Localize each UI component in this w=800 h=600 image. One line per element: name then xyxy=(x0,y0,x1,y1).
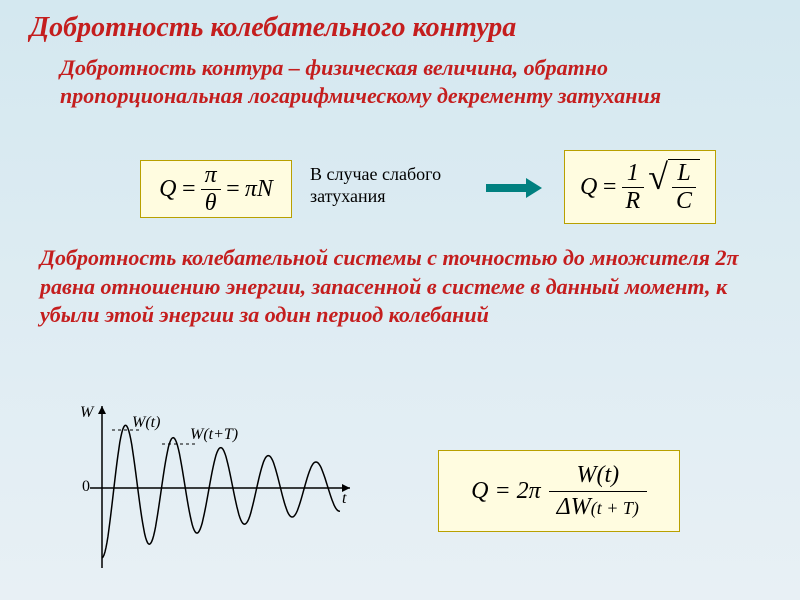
f1-num: π xyxy=(201,162,221,190)
formula-q-energy: Q = 2π W(t) ΔW(t + T) xyxy=(438,450,680,532)
chart-origin: 0 xyxy=(82,478,90,496)
f3-den: ΔW(t + T) xyxy=(549,492,647,523)
f2-lhs: Q xyxy=(580,174,597,201)
f1-eq: = xyxy=(180,176,196,203)
chart-xlabel: t xyxy=(342,490,346,508)
page-title: Добротность колебательного контура xyxy=(30,12,516,44)
chart-wt-label: W(t) xyxy=(132,414,160,432)
damped-oscillation-chart: W t 0 W(t) W(t+T) xyxy=(60,398,360,578)
f2-one: 1 xyxy=(622,160,645,188)
chart-ylabel: W xyxy=(80,404,93,422)
f1-piN: πN xyxy=(245,176,273,203)
f2-C: C xyxy=(672,188,696,215)
f2-frac1: 1 R xyxy=(622,160,645,215)
f1-den: θ xyxy=(201,190,221,217)
f3-2pi: 2π xyxy=(517,478,541,505)
f2-eq: = xyxy=(601,174,617,201)
f3-den-delta: ΔW xyxy=(557,494,591,520)
chart-wtT-label: W(t+T) xyxy=(190,426,238,444)
sqrt-icon: √ xyxy=(648,159,668,215)
f1-frac: π θ xyxy=(201,162,221,217)
f1-lhs: Q xyxy=(159,176,176,203)
f2-L: L xyxy=(672,160,696,188)
f3-frac: W(t) ΔW(t + T) xyxy=(549,460,647,523)
f3-den-arg: (t + T) xyxy=(591,498,639,518)
f2-sqrt: √ L C xyxy=(648,159,700,215)
formula-q-rlc: Q = 1 R √ L C xyxy=(564,150,716,224)
explanation-text: Добротность колебательной системы с точн… xyxy=(40,244,760,330)
f3-lhs: Q xyxy=(471,478,488,505)
f3-eq: = xyxy=(494,478,510,505)
chart-svg xyxy=(60,398,360,578)
f2-frac2: L C xyxy=(672,160,696,215)
definition-text: Добротность контура – физическая величин… xyxy=(60,54,700,109)
f3-num: W(t) xyxy=(549,460,647,492)
f1-eq2: = xyxy=(225,176,241,203)
formula-q-pi-theta: Q = π θ = πN xyxy=(140,160,292,218)
f2-R: R xyxy=(622,188,645,215)
arrow-icon xyxy=(486,178,542,198)
f2-sqrt-body: L C xyxy=(668,159,700,215)
between-text: В случае слабого затухания xyxy=(310,164,470,207)
